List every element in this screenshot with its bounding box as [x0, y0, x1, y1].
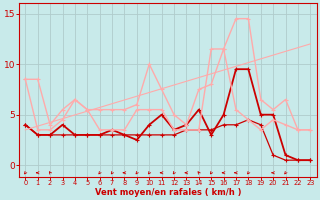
X-axis label: Vent moyen/en rafales ( km/h ): Vent moyen/en rafales ( km/h ) [95, 188, 241, 197]
